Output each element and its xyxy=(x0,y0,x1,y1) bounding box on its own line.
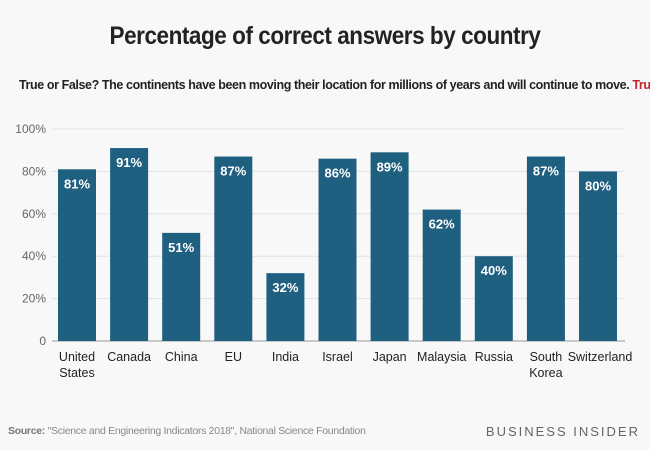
data-label: 62% xyxy=(429,217,455,232)
y-tick-label: 100% xyxy=(15,122,46,136)
bar xyxy=(370,152,409,341)
y-tick-label: 60% xyxy=(22,207,46,221)
bar xyxy=(422,209,461,341)
bar xyxy=(162,232,201,341)
x-tick-label: China xyxy=(165,350,198,364)
data-label: 80% xyxy=(585,178,611,193)
bar xyxy=(526,156,565,341)
source-note: Source: "Science and Engineering Indicat… xyxy=(8,425,366,437)
bar xyxy=(266,273,305,341)
y-tick-label: 40% xyxy=(22,249,46,263)
data-label: 87% xyxy=(220,164,246,179)
data-label: 40% xyxy=(481,263,507,278)
data-label: 87% xyxy=(533,164,559,179)
bar xyxy=(318,158,357,341)
x-tick-label: India xyxy=(272,350,299,364)
bar xyxy=(474,256,513,341)
x-tick-label: Switzerland xyxy=(568,350,633,364)
chart-title: Percentage of correct answers by country xyxy=(109,22,541,50)
data-label: 89% xyxy=(377,159,403,174)
x-tick-label: Japan xyxy=(373,350,407,364)
bar xyxy=(579,171,617,341)
chart-subtitle: True or False? The continents have been … xyxy=(19,78,650,92)
y-tick-label: 80% xyxy=(22,164,46,178)
data-label: 32% xyxy=(272,280,298,295)
x-tick-label: Canada xyxy=(107,350,151,364)
bar xyxy=(110,148,149,341)
y-tick-label: 0 xyxy=(39,334,46,348)
data-label: 86% xyxy=(324,166,350,181)
source-label: Source: xyxy=(8,425,45,437)
x-tick-label: South Korea xyxy=(529,350,562,380)
question-text: True or False? The continents have been … xyxy=(19,78,630,92)
y-tick-label: 20% xyxy=(22,292,46,306)
x-tick-label: EU xyxy=(225,350,242,364)
x-tick-label: Russia xyxy=(475,350,513,364)
x-tick-label: Malaysia xyxy=(417,350,466,364)
source-text: "Science and Engineering Indicators 2018… xyxy=(45,425,366,437)
answer-text: True. xyxy=(632,78,650,92)
x-tick-label: Israel xyxy=(322,350,353,364)
data-label: 91% xyxy=(116,155,142,170)
data-label: 81% xyxy=(64,176,90,191)
x-tick-label: United States xyxy=(59,350,95,380)
bar xyxy=(58,169,96,341)
brand-logo: BUSINESS INSIDER xyxy=(485,424,640,439)
data-label: 51% xyxy=(168,240,194,255)
bar-chart: 0 20% 40% 60% 80% 100% 81% United States 91% Canad… xyxy=(15,122,633,380)
bar xyxy=(214,156,253,341)
